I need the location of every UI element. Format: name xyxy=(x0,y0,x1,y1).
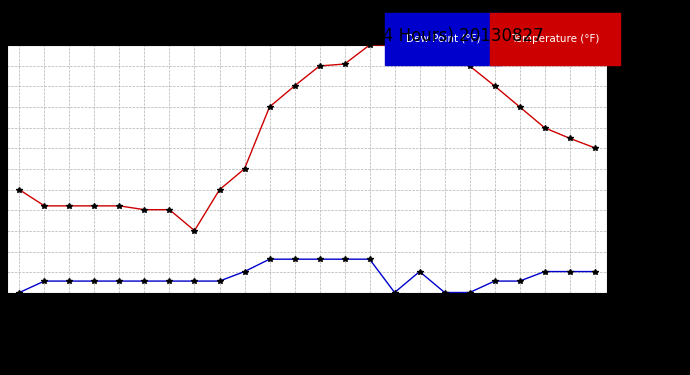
Text: Copyright 2013 Cartronics.com: Copyright 2013 Cartronics.com xyxy=(7,33,159,42)
Text: Dew Point (°F): Dew Point (°F) xyxy=(406,34,481,44)
Title: Outdoor Temperature vs Dew Point (24 Hours) 20130827: Outdoor Temperature vs Dew Point (24 Hou… xyxy=(70,27,544,45)
Text: Temperature (°F): Temperature (°F) xyxy=(511,34,600,44)
